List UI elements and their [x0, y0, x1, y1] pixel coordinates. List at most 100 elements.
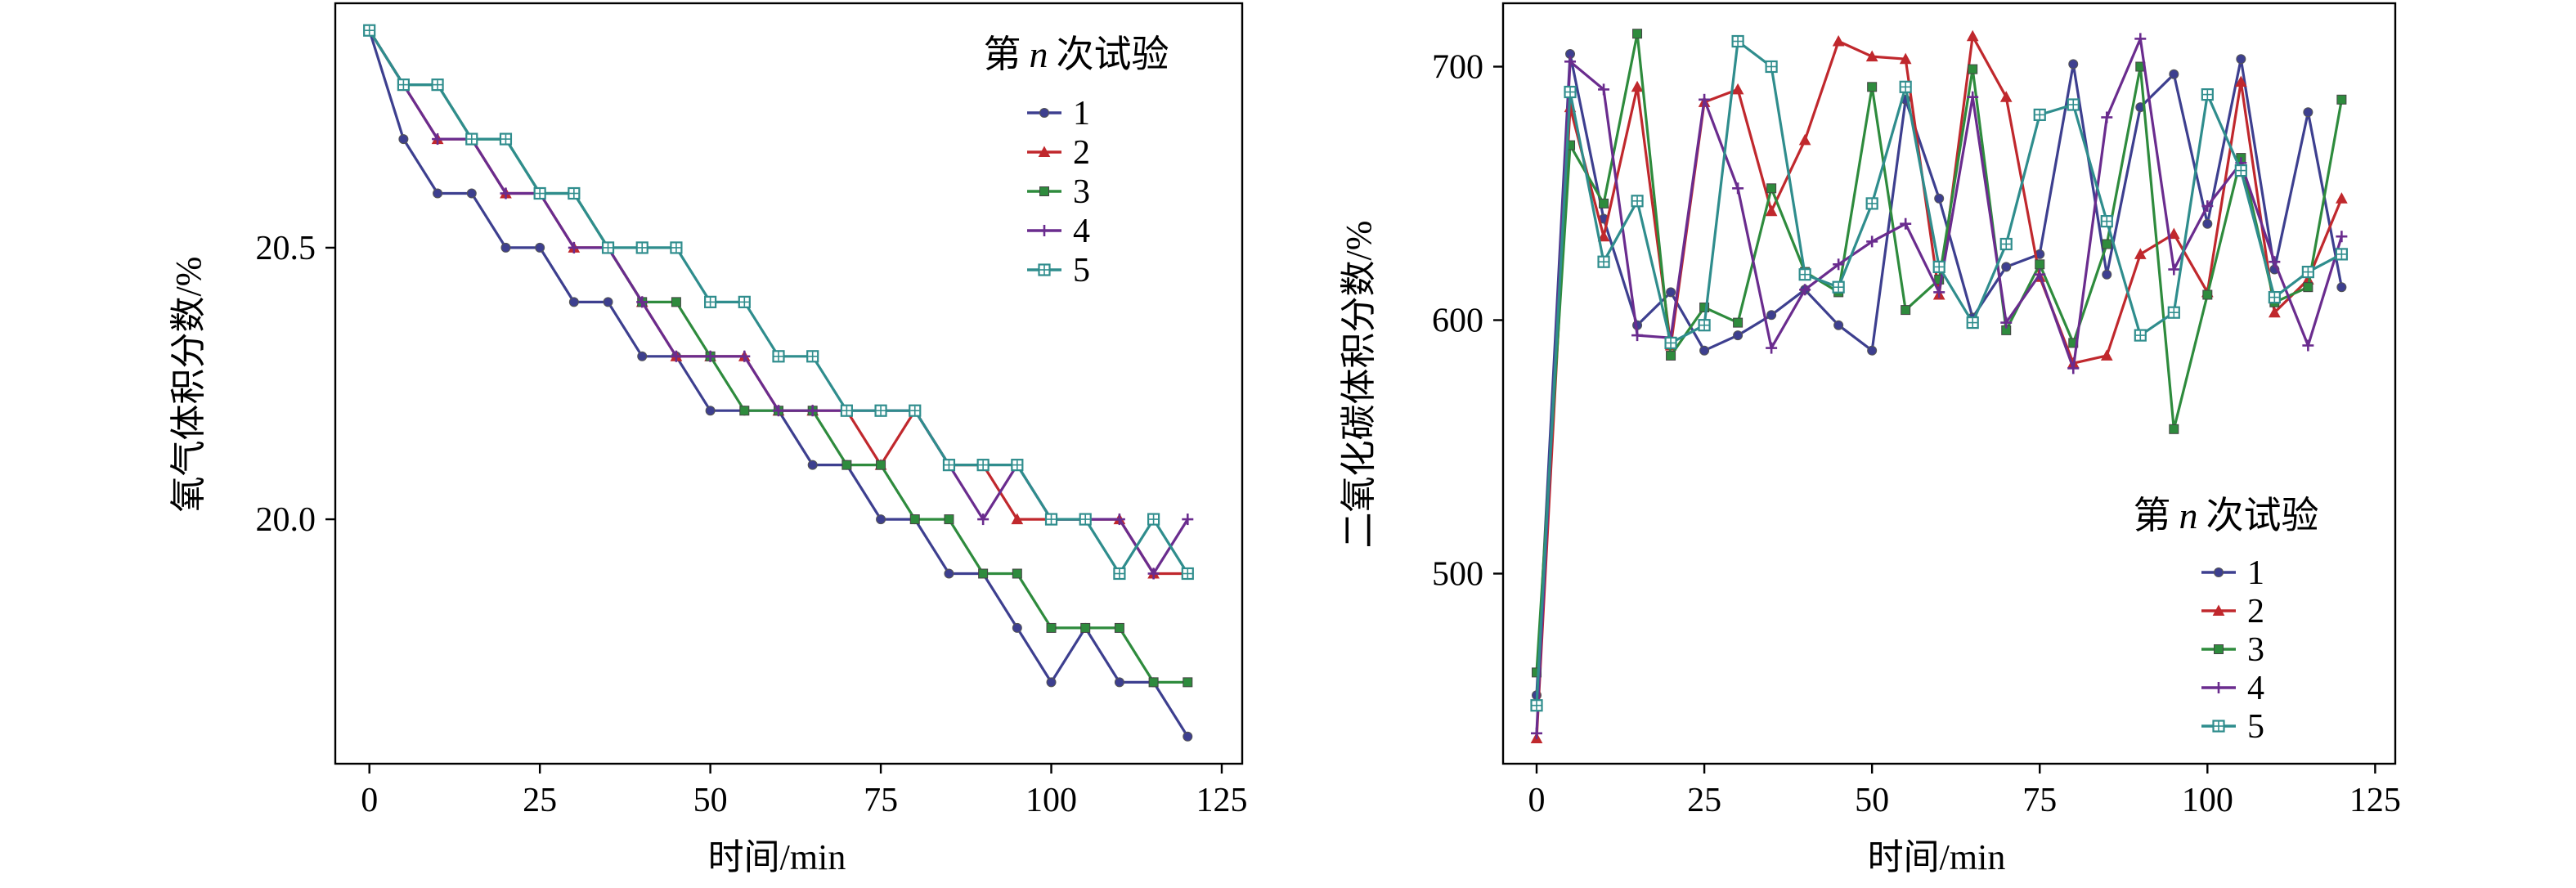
oxygen-series-5-point: [976, 459, 990, 472]
oxygen-series-5-point: [397, 78, 410, 92]
co2-series-4-point: [2302, 339, 2314, 352]
co2-series-5-point: [2067, 98, 2080, 111]
oxygen-x-axis-label: 时间/min: [708, 837, 846, 877]
oxygen-series-5-point: [874, 404, 887, 417]
oxygen-series-1-point: [807, 460, 818, 470]
co2-series-1-point: [1666, 287, 1676, 298]
oxygen-series-5-point: [1113, 567, 1126, 581]
oxygen-series-4-point: [1147, 567, 1160, 580]
oxygen-legend-label: 5: [1073, 252, 1090, 289]
co2-y-axis-label: 二氧化碳体积分数/%: [1339, 221, 1379, 549]
oxygen-series-3-point: [1080, 622, 1091, 633]
oxygen-y-tick-label: 20.5: [256, 230, 316, 267]
oxygen-series-3-point: [841, 460, 852, 470]
oxygen-series-4-point: [432, 133, 444, 146]
co2-series-3-point: [2102, 239, 2112, 249]
co2-legend-label: 1: [2247, 554, 2264, 592]
oxygen-series-4-point: [500, 187, 512, 200]
oxygen-series-4-point: [704, 350, 716, 362]
oxygen-series-5-point: [670, 241, 683, 254]
oxygen-legend-title-prefix: 第: [984, 34, 1021, 75]
oxygen-series-3-point: [909, 514, 920, 525]
co2-series-2-point: [1597, 230, 1610, 242]
co2-series: [1530, 29, 2348, 743]
co2-series-4-point: [1631, 330, 1644, 342]
co2-x-tick-label: 75: [2022, 782, 2057, 819]
co2-series-2-point: [1899, 52, 1912, 65]
oxygen-series-3-point: [876, 460, 886, 470]
co2-series-2-point: [1631, 80, 1644, 92]
oxygen-series-1-point: [500, 242, 511, 253]
oxygen-series-5-point: [704, 295, 717, 308]
oxygen-series: [363, 24, 1194, 742]
co2-legend-marker: [2212, 720, 2225, 733]
co2-series-2-point: [1798, 133, 1811, 146]
co2-legend-title-prefix: 第: [2134, 495, 2171, 536]
oxygen-series-1-point: [433, 188, 443, 199]
co2-series-5-point: [1530, 699, 1543, 712]
oxygen-legend-title-var: n: [1030, 34, 1048, 75]
co2-series-5-point: [1899, 80, 1912, 93]
co2-series-5-point: [2134, 329, 2147, 342]
co2-series-2-point: [1765, 204, 1778, 217]
co2-series-1-point: [1833, 320, 1844, 330]
co2-x-tick-label: 100: [2182, 782, 2233, 819]
co2-series-4-point: [1732, 182, 1744, 195]
oxygen-y-tick-label: 20.0: [256, 501, 316, 539]
co2-series-5-point: [1731, 34, 1744, 48]
co2-series-5-point: [2234, 164, 2247, 177]
oxygen-series-4-point: [1113, 514, 1125, 526]
co2-series-1-point: [1934, 193, 1945, 204]
co2-x-axis-label: 时间/min: [1868, 837, 2006, 877]
co2-series-1-point: [2336, 282, 2347, 293]
oxygen-legend-marker: [1039, 186, 1049, 196]
co2-series-4-point: [2168, 263, 2180, 276]
co2-series-2-point: [2100, 349, 2113, 361]
co2-legend-item-1: 1: [2201, 554, 2264, 592]
co2-series-5-point: [1564, 85, 1577, 99]
co2-series-4-point: [1866, 235, 1878, 248]
oxygen-legend-marker: [1038, 146, 1051, 157]
oxygen-series-1-point: [1114, 677, 1124, 688]
co2-x-tick-label: 50: [1855, 782, 1889, 819]
oxygen-y-axis-label: 氧气体积分数/%: [168, 257, 209, 513]
oxygen-x-tick-label: 75: [864, 782, 898, 819]
co2-series-2-point: [2269, 306, 2281, 318]
co2-series-4-point: [1531, 727, 1543, 739]
oxygen-series-1-point: [876, 514, 886, 525]
co2-x-tick-label: 25: [1687, 782, 1721, 819]
oxygen-series-4-point: [738, 350, 751, 362]
co2-legend-marker: [2212, 604, 2225, 616]
co2-x-tick-label: 125: [2349, 782, 2401, 819]
oxygen-legend-label: 3: [1073, 173, 1090, 211]
co2-series-5-point: [1966, 316, 1979, 330]
co2-series-5-point: [1865, 197, 1878, 210]
oxygen-series-1-point: [466, 188, 477, 199]
co2-series-1-point: [2169, 69, 2179, 79]
co2-series-5-point: [2268, 291, 2281, 304]
co2-legend-marker: [2213, 682, 2224, 693]
co2-series-3-point: [1901, 305, 1911, 316]
co2-series-1-point: [2001, 262, 2012, 272]
oxygen-series-5-point: [738, 295, 751, 308]
co2-series-5-point: [2301, 266, 2314, 279]
oxygen-legend-item-4: 4: [1027, 213, 1090, 250]
oxygen-series-4-point: [636, 296, 648, 308]
oxygen-legend-marker: [1038, 263, 1051, 276]
oxygen-series-5-point: [499, 132, 513, 146]
co2-legend-marker: [2214, 567, 2224, 577]
co2-series-2-point: [1731, 83, 1744, 95]
co2-series-4-point: [2101, 111, 2113, 123]
oxygen-series-2-point: [1011, 513, 1024, 525]
co2-series-3-point: [1632, 29, 1643, 39]
oxygen-series-1-point: [398, 134, 409, 145]
oxygen-legend-label: 1: [1073, 95, 1090, 132]
co2-series-3-point: [1766, 183, 1777, 194]
oxygen-series-4-point: [806, 405, 819, 417]
oxygen-series-1-point: [944, 568, 954, 579]
co2-series-5-point: [1765, 60, 1778, 74]
co2-y-tick-label: 500: [1432, 556, 1483, 594]
oxygen-plot-frame: [334, 2, 1244, 765]
